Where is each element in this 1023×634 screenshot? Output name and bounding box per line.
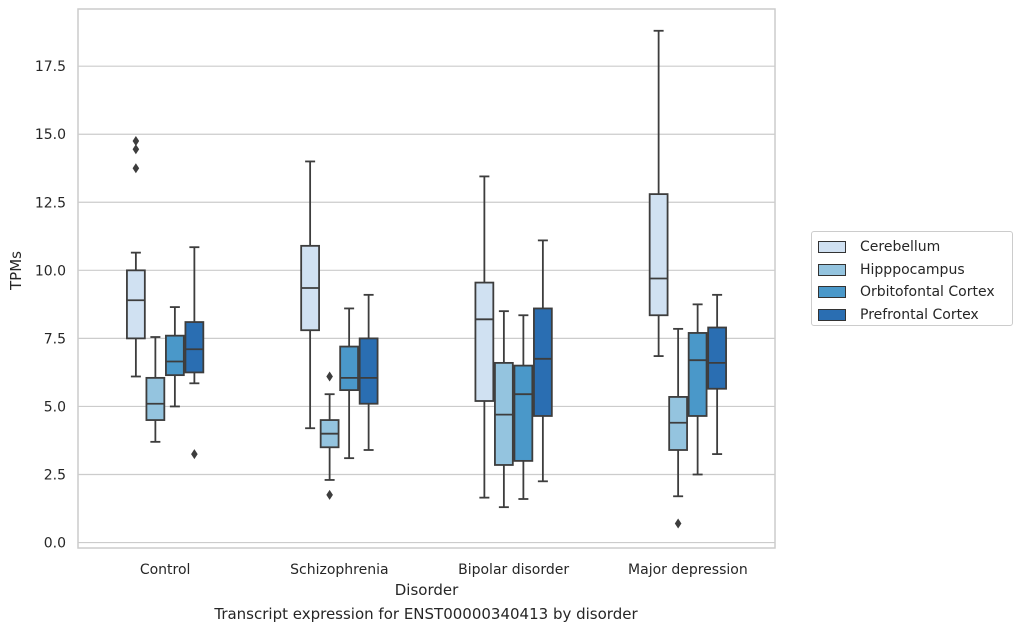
outlier-point (326, 489, 333, 500)
box-iqr (513, 364, 534, 462)
box-iqr (339, 345, 359, 392)
y-tick-label: 2.5 (44, 468, 66, 484)
box-hipppocampus-2 (494, 310, 514, 509)
legend-label-cerebellum: Cerebellum (860, 239, 941, 256)
box-hipppocampus-3 (668, 327, 688, 529)
legend-label-prefrontal: Prefrontal Cortex (860, 306, 979, 323)
box-iqr (145, 376, 166, 421)
y-tick-label: 7.5 (44, 331, 66, 347)
legend-item-cerebellum: Cerebellum (818, 236, 1012, 259)
legend-swatch-prefrontal (818, 308, 846, 321)
box-hipppocampus-1 (319, 371, 340, 500)
box-orbitofontal-cortex-0 (165, 306, 185, 408)
outlier-point (674, 518, 682, 529)
y-tick-label: 15.0 (35, 127, 66, 143)
box-orbitofontal-cortex-2 (513, 314, 534, 500)
box-prefrontal-cortex-0 (184, 246, 205, 460)
box-iqr (648, 193, 669, 317)
outlier-point (132, 144, 140, 155)
legend-item-prefrontal: Prefrontal Cortex (818, 304, 1012, 327)
plot-area (78, 9, 775, 548)
box-cerebellum-3 (648, 29, 669, 357)
box-hipppocampus-0 (145, 336, 166, 443)
box-cerebellum-0 (126, 136, 146, 378)
y-tick-label: 5.0 (44, 399, 66, 415)
y-tick-label: 12.5 (35, 195, 66, 211)
box-prefrontal-cortex-3 (707, 293, 727, 455)
legend-swatch-orbitofrontal (818, 286, 846, 299)
box-iqr (165, 334, 185, 377)
y-axis-label: TPMs (7, 251, 25, 291)
legend-item-hippocampus: Hipppocampus (818, 259, 1012, 282)
chart-caption: Transcript expression for ENST0000034041… (214, 605, 638, 623)
box-prefrontal-cortex-1 (358, 293, 379, 451)
outlier-point (132, 136, 140, 147)
y-tick-label: 17.5 (35, 59, 66, 75)
legend-label-hippocampus: Hipppocampus (860, 261, 965, 278)
box-cerebellum-2 (474, 175, 495, 499)
legend-label-orbitofrontal: Orbitofontal Cortex (860, 284, 995, 301)
legend-swatch-cerebellum (818, 241, 846, 254)
x-tick-label: Control (140, 562, 191, 578)
outlier-point (132, 163, 140, 174)
box-iqr (687, 332, 708, 417)
legend-item-orbitofrontal: Orbitofontal Cortex (818, 281, 1012, 304)
y-tick-label: 10.0 (35, 263, 66, 279)
box-cerebellum-1 (300, 160, 320, 430)
legend: Cerebellum Hipppocampus Orbitofontal Cor… (811, 231, 1013, 326)
x-tick-label: Bipolar disorder (458, 562, 569, 578)
box-prefrontal-cortex-2 (533, 239, 553, 483)
x-axis-label: Disorder (395, 581, 459, 599)
box-iqr (533, 307, 553, 417)
box-iqr (474, 281, 495, 402)
outlier-point (191, 449, 198, 460)
plot-frame (77, 8, 776, 549)
y-tick-label: 0.0 (44, 536, 66, 552)
box-iqr (184, 321, 205, 374)
box-iqr (126, 269, 146, 340)
x-tick-label: Major depression (628, 562, 748, 578)
outlier-point (326, 371, 333, 382)
legend-swatch-hippocampus (818, 263, 846, 276)
box-iqr (358, 337, 379, 405)
box-orbitofontal-cortex-1 (339, 307, 359, 460)
x-tick-label: Schizophrenia (290, 562, 388, 578)
box-orbitofontal-cortex-3 (687, 303, 708, 476)
box-iqr (707, 326, 727, 390)
